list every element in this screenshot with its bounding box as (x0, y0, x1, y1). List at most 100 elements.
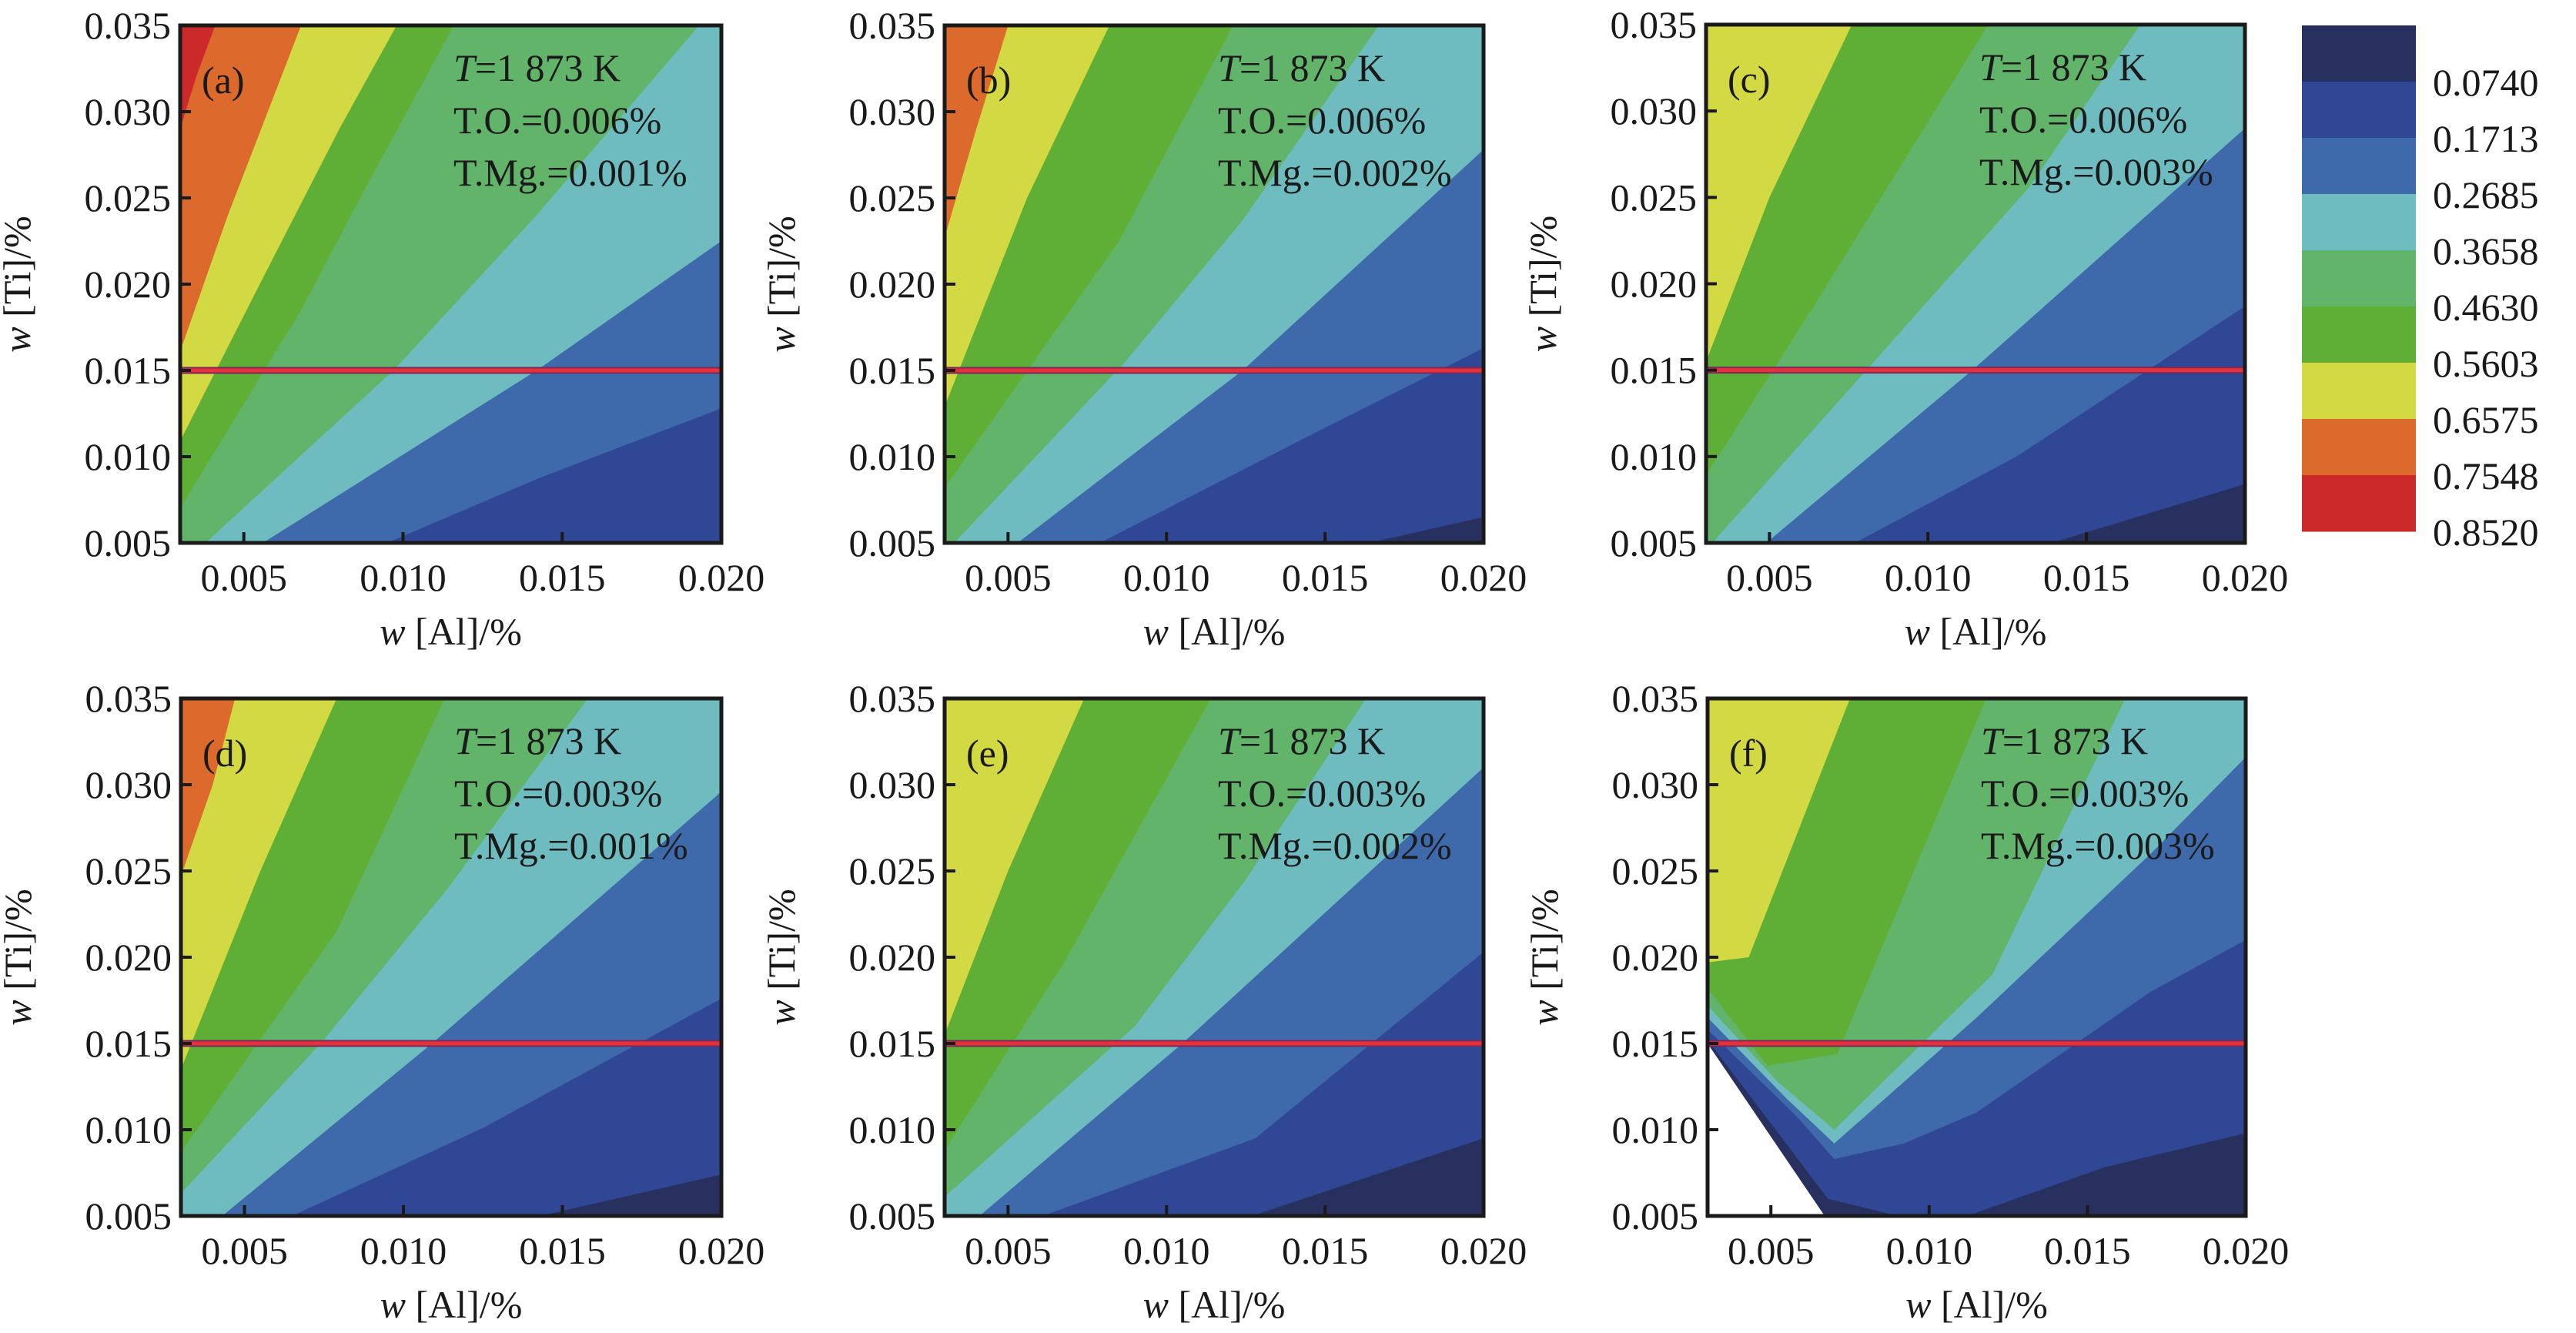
x-tick-label: 0.010 (360, 1229, 447, 1272)
y-tick-label: 0.035 (1611, 3, 1698, 46)
y-tick-label: 0.025 (85, 849, 172, 893)
x-tick-label: 0.010 (360, 556, 447, 599)
y-axis-label-text: [Ti]/% (1521, 216, 1564, 327)
y-tick-label: 0.015 (85, 349, 172, 392)
y-tick-label: 0.035 (85, 4, 172, 47)
y-axis-label-variable: w (0, 1000, 39, 1025)
contour-band-level-0 (2051, 484, 2245, 543)
y-tick-label: 0.010 (1612, 1108, 1699, 1151)
colorbar-label: 0.4630 (2433, 286, 2539, 329)
x-tick-label: 0.020 (1440, 556, 1527, 599)
y-tick-label: 0.015 (1611, 349, 1698, 392)
y-tick-label: 0.020 (85, 936, 172, 979)
plot-area (181, 698, 721, 1216)
x-tick-label: 0.010 (1885, 556, 1972, 599)
colorbar-label: 0.1713 (2433, 117, 2539, 160)
plot-area (945, 25, 1484, 543)
annotation-total-oxygen: T.O.=0.003% (1218, 772, 1426, 815)
y-tick-label: 0.025 (1611, 176, 1698, 219)
panel-label: (e) (966, 732, 1009, 775)
x-axis-label-text: [Al]/% (1169, 610, 1285, 653)
y-tick-label: 0.020 (849, 936, 936, 979)
y-tick-label: 0.010 (1611, 435, 1698, 478)
annotation-total-magnesium: T.Mg.=0.001% (453, 151, 687, 194)
y-axis-label: w [Ti]/% (760, 889, 803, 1025)
plot-area (180, 25, 721, 543)
y-tick-label: 0.015 (85, 1022, 172, 1065)
x-tick-label: 0.005 (1728, 1229, 1815, 1272)
panel-label: (d) (202, 732, 247, 775)
y-tick-label: 0.015 (849, 349, 936, 392)
y-axis-label-variable: w (1523, 1000, 1566, 1025)
y-axis-label-text: [Ti]/% (1523, 889, 1566, 1000)
y-axis-label: w [Ti]/% (760, 216, 803, 352)
x-axis-label-variable: w (380, 610, 405, 653)
y-tick-label: 0.020 (1612, 936, 1699, 979)
y-tick-label: 0.005 (1612, 1194, 1699, 1238)
colorbar-label: 0.3658 (2433, 229, 2539, 273)
y-tick-label: 0.005 (849, 521, 936, 564)
y-tick-label: 0.015 (1612, 1022, 1699, 1065)
contour-band-level-1 (1042, 952, 1484, 1216)
annotation-total-magnesium: T.Mg.=0.002% (1218, 151, 1452, 194)
x-axis-label: w [Al]/% (1143, 1283, 1286, 1326)
x-tick-label: 0.015 (2044, 1229, 2131, 1272)
y-axis-label: w [Ti]/% (1521, 216, 1564, 352)
panel-label: (f) (1729, 732, 1768, 775)
y-tick-label: 0.030 (849, 90, 936, 133)
panel-label: (c) (1728, 58, 1771, 101)
contour-band-level-0 (1708, 1040, 2246, 1216)
annotation-temperature: T=1 873 K (453, 46, 621, 89)
y-axis-label: w [Ti]/% (0, 889, 39, 1025)
colorbar-label: 0.2685 (2433, 173, 2539, 216)
y-tick-label: 0.035 (85, 677, 172, 720)
panel-label: (b) (966, 59, 1011, 102)
x-tick-label: 0.015 (519, 556, 606, 599)
x-axis-label: w [Al]/% (1905, 1283, 2048, 1326)
x-tick-label: 0.020 (1440, 1229, 1527, 1272)
x-tick-label: 0.010 (1886, 1229, 1973, 1272)
x-tick-label: 0.015 (1282, 556, 1369, 599)
annotation-temperature: T=1 873 K (1981, 719, 2148, 762)
colorbar-swatch (2302, 82, 2416, 139)
contour-band-level-1 (1855, 306, 2245, 543)
y-tick-label: 0.010 (85, 1108, 172, 1151)
y-axis-label-variable: w (0, 327, 38, 352)
colorbar-swatch (2302, 194, 2416, 251)
x-axis-label-variable: w (380, 1283, 406, 1326)
y-tick-label: 0.020 (1611, 263, 1698, 306)
y-tick-label: 0.010 (85, 435, 172, 478)
colorbar: 0.0740 0.1713 0.2685 0.3658 0.4630 0.5603 0.65… (2302, 25, 2539, 554)
x-axis-label: w [Al]/% (380, 1283, 523, 1326)
y-axis-label-variable: w (1521, 327, 1564, 352)
plot-area (1708, 698, 2246, 1216)
colorbar-label: 0.8520 (2433, 511, 2539, 554)
y-axis-label-text: [Ti]/% (0, 216, 38, 327)
x-axis-label-text: [Al]/% (406, 1283, 522, 1326)
y-tick-label: 0.025 (85, 176, 172, 219)
contour-band-level-0 (1369, 517, 1484, 543)
y-axis-label-text: [Ti]/% (760, 889, 803, 1000)
annotation-temperature: T=1 873 K (1979, 45, 2146, 89)
x-tick-label: 0.015 (519, 1229, 606, 1272)
panel-label: (a) (202, 59, 245, 102)
x-tick-label: 0.020 (678, 1229, 765, 1272)
contour-band-level-0 (540, 1174, 721, 1216)
plot-area (1706, 25, 2245, 543)
y-tick-label: 0.020 (85, 263, 172, 306)
panel-e: 0.005 0.010 0.015 0.020 0.005 0.010 0.015 0.020… (760, 677, 1527, 1326)
x-axis-label-text: [Al]/% (1169, 1283, 1285, 1326)
y-tick-label: 0.030 (849, 763, 936, 806)
y-axis-label-variable: w (760, 327, 803, 352)
y-tick-label: 0.010 (849, 435, 936, 478)
x-axis-label-text: [Al]/% (1932, 1283, 2048, 1326)
x-axis-label-text: [Al]/% (406, 610, 522, 653)
y-tick-label: 0.030 (1611, 89, 1698, 132)
y-axis-label-text: [Ti]/% (760, 216, 803, 327)
y-tick-label: 0.025 (849, 176, 936, 219)
y-axis-label: w [Ti]/% (0, 216, 38, 352)
x-axis-label-variable: w (1905, 1283, 1931, 1326)
annotation-total-magnesium: T.Mg.=0.003% (1981, 824, 2215, 867)
y-tick-label: 0.030 (85, 90, 172, 133)
